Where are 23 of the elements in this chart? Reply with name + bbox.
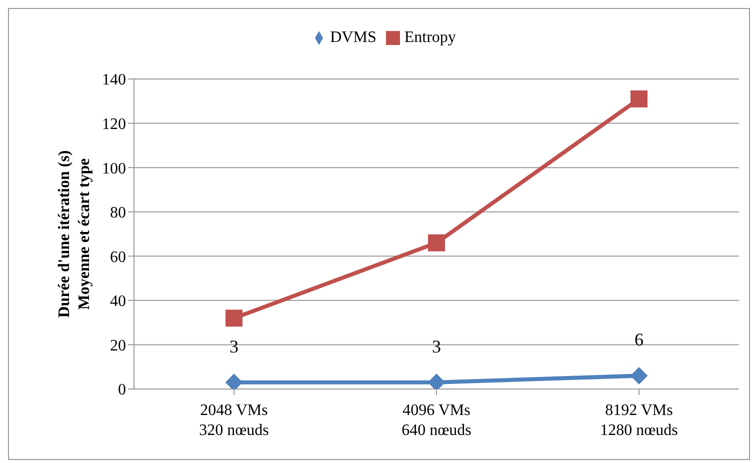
x-tick-label: 4096 VMs 640 nœuds [402, 402, 472, 439]
x-tick-label: 2048 VMs 320 nœuds [199, 402, 269, 439]
y-tick-label: 100 [102, 160, 126, 178]
data-label: 3 [432, 336, 441, 356]
y-tick-label: 120 [102, 116, 126, 133]
y-tick-label: 20 [110, 337, 126, 354]
y-tick-label: 80 [110, 204, 126, 222]
legend-label: DVMS [330, 29, 376, 46]
point [630, 90, 648, 108]
point [226, 310, 242, 327]
y-tick-label: 40 [110, 293, 126, 310]
point [428, 374, 445, 389]
y-tick-label: 0 [118, 382, 126, 399]
data-label: 3 [230, 336, 238, 356]
data-label: 6 [634, 330, 644, 350]
point [428, 234, 445, 252]
point [630, 367, 648, 384]
point [226, 374, 242, 389]
x-tick-label: 8192 VMs 1280 nœuds [600, 402, 678, 439]
y-tick-label: 60 [110, 248, 126, 266]
y-axis-title: Durée d'une itération (s) Moyenne et écart type [56, 150, 93, 318]
legend-label: Entropy [404, 29, 456, 46]
y-tick-label: 140 [102, 72, 126, 89]
